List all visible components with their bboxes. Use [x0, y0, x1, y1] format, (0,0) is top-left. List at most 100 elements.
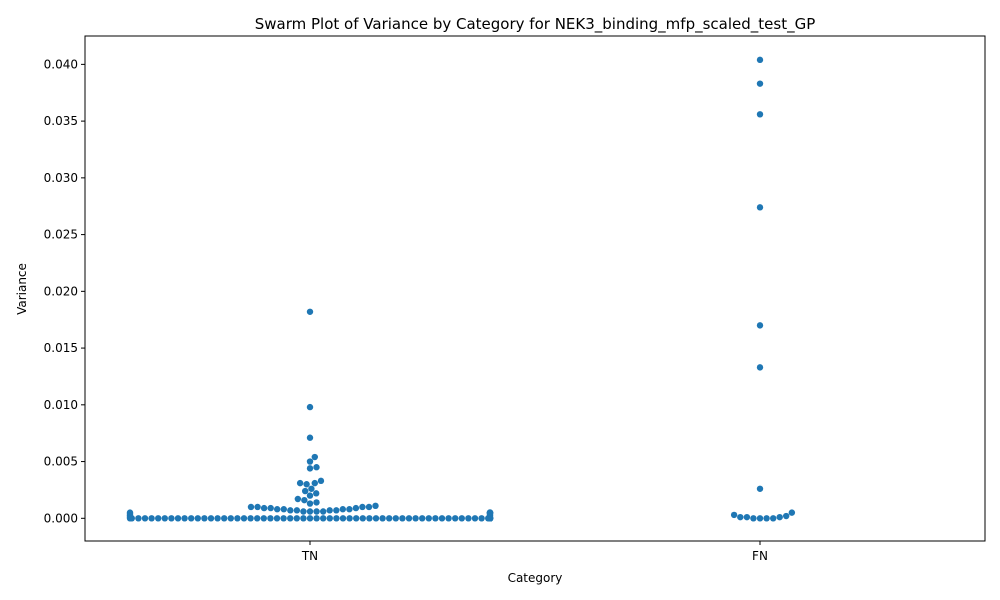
data-point [353, 515, 360, 522]
x-axis: TN FN [301, 541, 768, 563]
data-point [306, 308, 314, 315]
data-point [465, 515, 472, 522]
data-points [126, 56, 796, 522]
data-point [188, 515, 195, 522]
y-axis: 0.000 0.005 0.010 0.015 0.020 0.025 0.030 0.035… [44, 57, 85, 525]
data-point [379, 515, 386, 522]
data-point [359, 503, 366, 511]
data-point [730, 511, 738, 519]
data-point [743, 513, 751, 521]
data-point [333, 507, 340, 514]
data-point [458, 515, 465, 522]
data-point [399, 515, 406, 522]
data-point [452, 515, 459, 522]
data-point [181, 515, 188, 522]
data-point [148, 515, 155, 522]
data-point [247, 503, 255, 511]
y-tick-label: 0.005 [44, 455, 78, 469]
data-point [306, 492, 314, 499]
data-point [306, 465, 314, 472]
data-point [296, 479, 304, 487]
y-tick-label: 0.035 [44, 114, 78, 128]
data-point [756, 204, 764, 211]
data-point [308, 485, 315, 492]
data-point [313, 515, 320, 522]
data-point [273, 515, 281, 522]
data-point [352, 504, 360, 512]
data-point [756, 364, 764, 371]
data-point [234, 515, 241, 522]
data-point [438, 515, 446, 522]
x-tick-label: FN [752, 549, 768, 563]
y-tick-label: 0.040 [44, 57, 78, 71]
data-point [359, 515, 366, 522]
data-point [339, 506, 347, 513]
data-point [756, 111, 764, 118]
data-point [320, 508, 327, 515]
data-point [280, 506, 287, 513]
data-point [194, 515, 201, 522]
data-point [155, 515, 162, 522]
y-tick-label: 0.030 [44, 171, 78, 185]
x-tick-label: TN [301, 549, 318, 563]
data-point [227, 515, 234, 522]
data-point [306, 403, 314, 411]
data-point [425, 515, 432, 522]
data-point [306, 515, 314, 522]
data-point [486, 509, 494, 516]
y-tick-label: 0.025 [44, 228, 78, 242]
data-point [313, 464, 320, 471]
data-point [313, 499, 320, 506]
chart-title: Swarm Plot of Variance by Category for N… [255, 15, 816, 34]
data-point [302, 487, 309, 495]
data-point [311, 453, 318, 461]
y-tick-label: 0.015 [44, 341, 78, 355]
y-tick-label: 0.000 [44, 511, 78, 525]
data-point [756, 322, 764, 329]
data-point [293, 515, 300, 522]
data-point [756, 56, 764, 64]
data-point [201, 515, 208, 522]
data-point [141, 515, 149, 522]
data-point [445, 515, 452, 522]
data-point [346, 506, 353, 513]
y-tick-label: 0.020 [44, 284, 78, 298]
data-point [267, 504, 274, 512]
data-point [326, 515, 333, 522]
data-point [287, 515, 294, 522]
data-point [311, 479, 318, 487]
data-point [756, 515, 764, 522]
data-point [306, 508, 314, 515]
data-point [313, 508, 320, 515]
data-point [776, 513, 783, 521]
data-point [247, 515, 254, 522]
data-point [280, 515, 287, 522]
data-point [471, 515, 479, 522]
data-point [260, 515, 267, 522]
data-point [366, 515, 373, 522]
data-point [412, 515, 419, 522]
data-point [326, 507, 333, 514]
data-point [312, 490, 320, 497]
data-point [221, 515, 228, 522]
data-point [419, 515, 426, 522]
data-point [306, 458, 314, 465]
data-point [365, 503, 373, 511]
data-point [287, 507, 294, 514]
data-point [788, 509, 796, 516]
data-point [320, 515, 327, 522]
data-point [346, 515, 353, 522]
data-point [207, 515, 215, 522]
data-point [306, 500, 314, 507]
data-point [301, 496, 308, 504]
data-point [750, 515, 757, 522]
data-point [303, 481, 310, 488]
data-point [386, 515, 393, 522]
data-point [300, 508, 307, 515]
data-point [317, 477, 325, 485]
data-point [372, 502, 379, 510]
data-point [737, 513, 744, 521]
data-point [339, 515, 347, 522]
data-point [783, 512, 790, 520]
